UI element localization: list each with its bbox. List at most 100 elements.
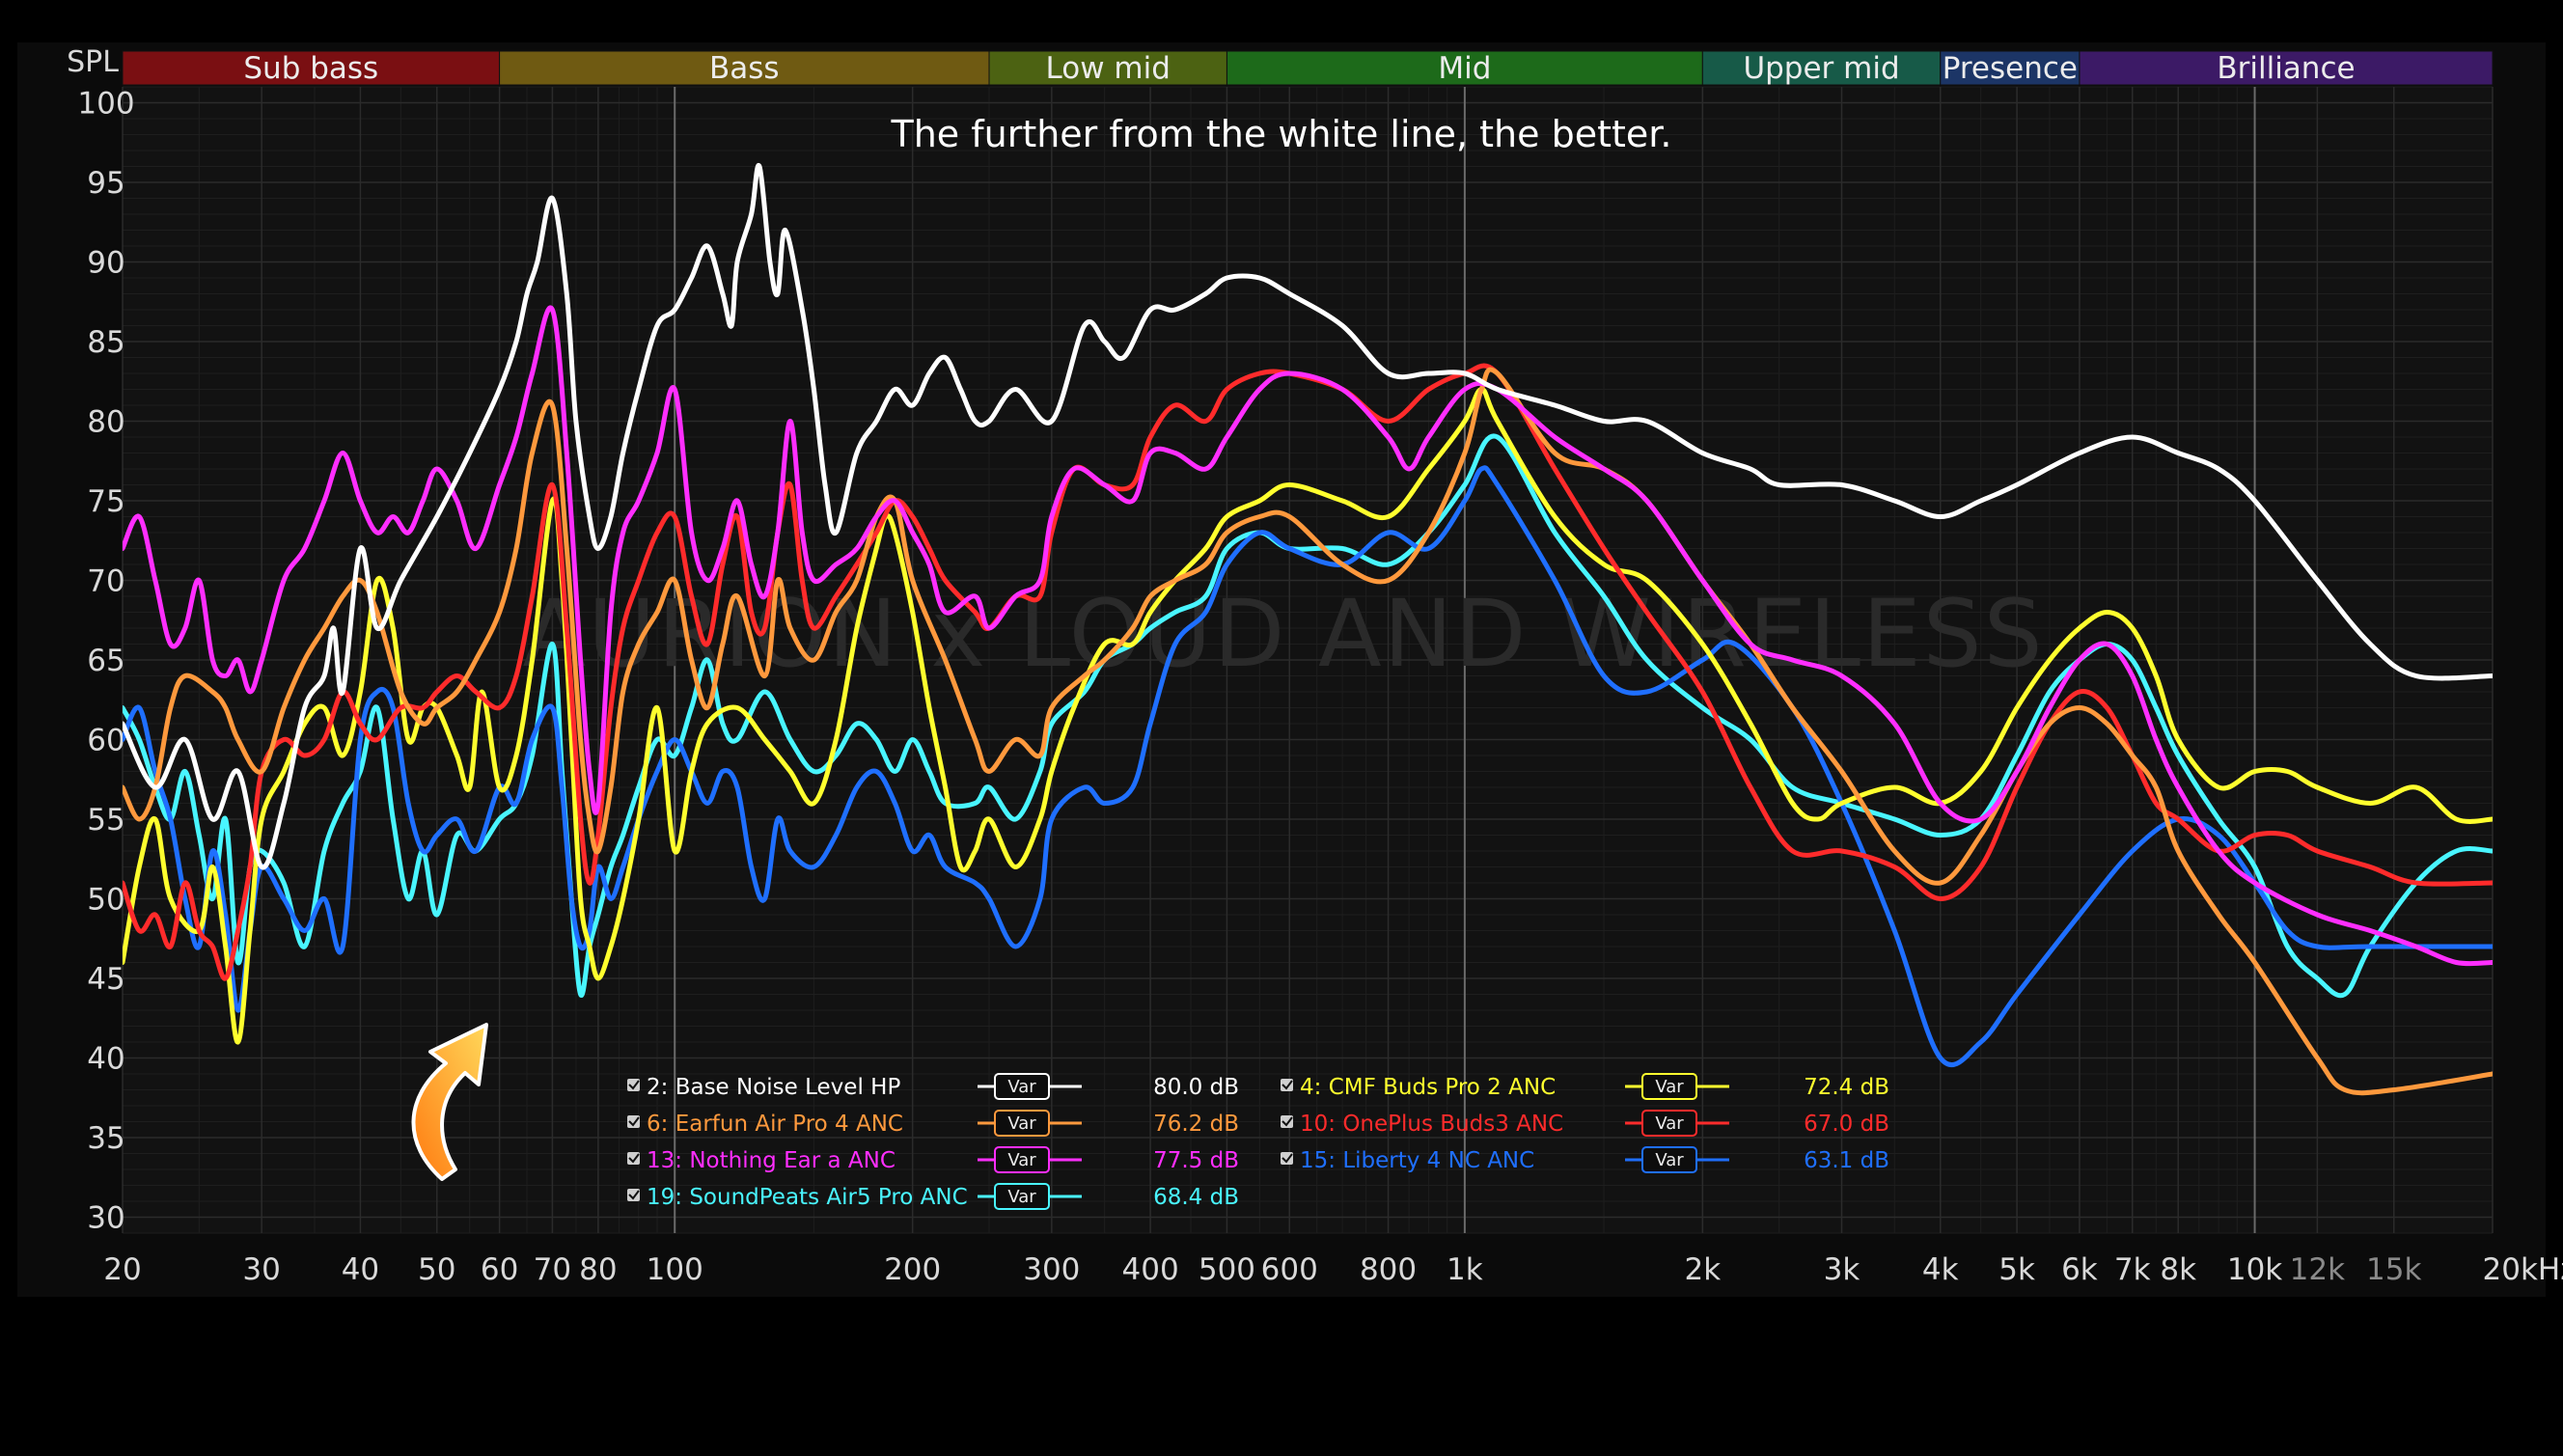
x-tick-label: 15k	[2366, 1252, 2421, 1287]
y-tick-label: 100	[77, 87, 134, 122]
legend-name: 4: CMF Buds Pro 2 ANC	[1300, 1075, 1556, 1100]
var-button-label: Var	[1007, 1150, 1036, 1170]
var-button-label: Var	[1007, 1187, 1036, 1207]
band-3	[1226, 50, 1703, 86]
checkbox-checked-icon[interactable]	[627, 1079, 640, 1091]
y-tick-label: 95	[87, 166, 124, 201]
band-label: Presence	[1943, 51, 2078, 86]
band-2	[988, 50, 1227, 86]
legend-level: 68.4 dB	[1153, 1185, 1239, 1210]
x-tick-label: 1k	[1447, 1252, 1483, 1287]
x-tick-label: 12k	[2290, 1252, 2345, 1287]
x-tick-label: 8k	[2160, 1252, 2196, 1287]
checkbox-checked-icon[interactable]	[627, 1189, 640, 1201]
var-button[interactable]	[1641, 1146, 1697, 1173]
x-tick-label: 200	[884, 1252, 941, 1287]
x-tick-label: 500	[1199, 1252, 1255, 1287]
x-tick-label: 300	[1023, 1252, 1080, 1287]
y-tick-label: 75	[87, 484, 124, 519]
legend-level: 72.4 dB	[1804, 1075, 1889, 1100]
var-button[interactable]	[994, 1183, 1050, 1210]
checkmark-icon	[1282, 1080, 1293, 1090]
var-button[interactable]	[1641, 1110, 1697, 1137]
y-tick-label: 60	[87, 724, 124, 758]
var-button[interactable]	[1641, 1073, 1697, 1100]
legend-level: 63.1 dB	[1804, 1148, 1889, 1173]
y-tick-label: 90	[87, 246, 124, 281]
legend-item[interactable]: 19: SoundPeats Air5 Pro ANC Var 68.4 dB	[627, 1183, 1239, 1210]
var-button-label: Var	[1655, 1150, 1684, 1170]
checkbox-checked-icon[interactable]	[627, 1115, 640, 1128]
checkbox-checked-icon[interactable]	[1281, 1079, 1293, 1091]
band-5	[1940, 50, 2081, 86]
y-tick-label: 50	[87, 883, 124, 918]
x-tick-label: 10k	[2227, 1252, 2282, 1287]
legend-name: 2: Base Noise Level HP	[647, 1075, 900, 1100]
x-tick-label: 4k	[1922, 1252, 1959, 1287]
band-0	[122, 50, 501, 86]
legend-level: 80.0 dB	[1153, 1075, 1239, 1100]
checkmark-icon	[628, 1116, 640, 1127]
x-tick-label: 6k	[2061, 1252, 2098, 1287]
band-6	[2079, 50, 2494, 86]
legend-item[interactable]: 10: OnePlus Buds3 ANC Var 67.0 dB	[1281, 1110, 1889, 1137]
legend: 2: Base Noise Level HP Var 80.0 dB 6: Earfu…	[627, 1073, 1889, 1210]
y-tick-label: 70	[87, 564, 124, 599]
frequency-bands: Sub bass Bass Low mid Mid Upper mid Presence B…	[122, 50, 2494, 86]
x-tick-label: 60	[481, 1252, 518, 1287]
legend-name: 15: Liberty 4 NC ANC	[1300, 1148, 1534, 1173]
legend-name: 13: Nothing Ear a ANC	[647, 1148, 896, 1173]
y-tick-label: 35	[87, 1121, 124, 1156]
series-line-4	[123, 305, 2493, 967]
legend-name: 6: Earfun Air Pro 4 ANC	[647, 1112, 903, 1137]
checkbox-checked-icon[interactable]	[1281, 1152, 1293, 1165]
legend-item[interactable]: 13: Nothing Ear a ANC Var 77.5 dB	[627, 1146, 1239, 1173]
x-tick-label: 30	[242, 1252, 280, 1287]
legend-level: 76.2 dB	[1153, 1112, 1239, 1137]
y-tick-label: 65	[87, 644, 124, 678]
band-label: Bass	[709, 51, 780, 86]
legend-item[interactable]: 2: Base Noise Level HP Var 80.0 dB	[627, 1073, 1239, 1100]
var-button-label: Var	[1655, 1113, 1684, 1134]
legend-level: 67.0 dB	[1804, 1112, 1889, 1137]
x-tick-label: 5k	[1998, 1252, 2035, 1287]
legend-item[interactable]: 15: Liberty 4 NC ANC Var 63.1 dB	[1281, 1146, 1889, 1173]
var-button[interactable]	[994, 1110, 1050, 1137]
x-tick-label: 7k	[2114, 1252, 2151, 1287]
x-tick-label: 40	[342, 1252, 379, 1287]
band-label: Upper mid	[1743, 51, 1899, 86]
band-1	[499, 50, 990, 86]
x-tick-label: 400	[1122, 1252, 1179, 1287]
var-button-label: Var	[1655, 1077, 1684, 1097]
legend-name: 10: OnePlus Buds3 ANC	[1300, 1112, 1563, 1137]
checkmark-icon	[1282, 1116, 1293, 1127]
var-button[interactable]	[994, 1073, 1050, 1100]
series-line-0	[123, 162, 2493, 870]
x-tick-label: 800	[1360, 1252, 1417, 1287]
checkbox-checked-icon[interactable]	[627, 1152, 640, 1165]
x-tick-label: 70	[534, 1252, 571, 1287]
y-tick-label: 85	[87, 325, 124, 360]
curved-arrow-icon	[411, 1023, 488, 1181]
var-button[interactable]	[994, 1146, 1050, 1173]
band-4	[1701, 50, 1942, 86]
legend-item[interactable]: 6: Earfun Air Pro 4 ANC Var 76.2 dB	[627, 1110, 1239, 1137]
series-line-2	[123, 367, 2493, 1096]
x-tick-label: 600	[1261, 1252, 1318, 1287]
var-button-label: Var	[1007, 1077, 1036, 1097]
legend-name: 19: SoundPeats Air5 Pro ANC	[647, 1185, 968, 1210]
y-tick-label: 45	[87, 962, 124, 997]
x-tick-label: 80	[579, 1252, 617, 1287]
series-lines	[123, 162, 2493, 1096]
checkbox-checked-icon[interactable]	[1281, 1115, 1293, 1128]
y-axis-ticks: 30 35 40 45 50 55 60 65 70 75 80 85 90 95 100	[77, 87, 134, 1236]
y-tick-label: 40	[87, 1042, 124, 1077]
band-label: Mid	[1438, 51, 1491, 86]
band-label: Low mid	[1046, 51, 1171, 86]
y-tick-label: 55	[87, 803, 124, 838]
var-button-label: Var	[1007, 1113, 1036, 1134]
legend-item[interactable]: 4: CMF Buds Pro 2 ANC Var 72.4 dB	[1281, 1073, 1889, 1100]
x-tick-label: 20kHz	[2483, 1252, 2563, 1287]
